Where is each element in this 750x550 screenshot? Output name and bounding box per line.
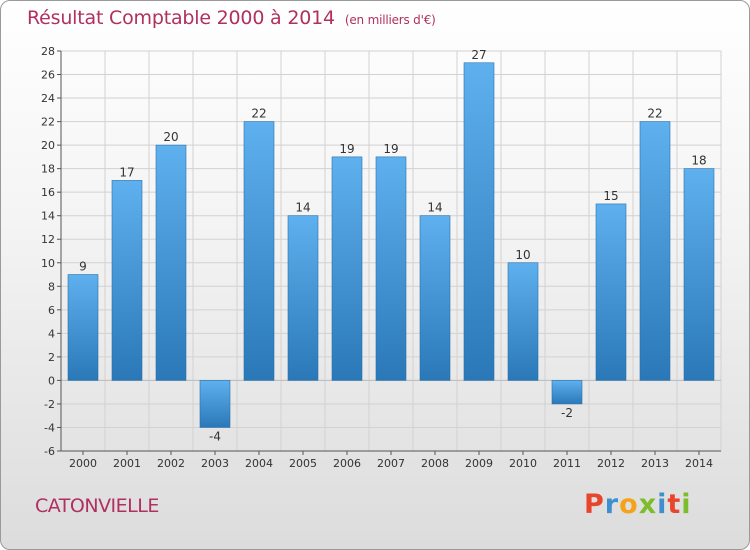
brand-letter: r <box>604 489 620 520</box>
x-tick-label: 2004 <box>245 457 273 470</box>
x-tick-label: 2007 <box>377 457 405 470</box>
x-tick-label: 2002 <box>157 457 185 470</box>
data-label: 22 <box>647 107 662 121</box>
y-tick-label: 26 <box>41 69 55 82</box>
data-label: 15 <box>603 189 618 203</box>
bar <box>287 215 319 381</box>
y-tick-label: 10 <box>41 257 55 270</box>
bar <box>67 274 99 381</box>
bar <box>199 380 231 428</box>
brand-letter: i <box>681 489 692 520</box>
bar <box>595 203 627 381</box>
data-label: 14 <box>427 201 442 215</box>
y-tick-label: -6 <box>44 445 55 458</box>
data-label: -4 <box>209 429 221 443</box>
x-tick-label: 2006 <box>333 457 361 470</box>
chart-title-text: Résultat Comptable 2000 à 2014 <box>27 7 335 29</box>
y-tick-label: 8 <box>48 280 55 293</box>
brand-letter: x <box>638 489 658 520</box>
brand-logo: Proxiti <box>584 489 692 520</box>
x-tick-label: 2014 <box>685 457 713 470</box>
x-tick-label: 2009 <box>465 457 493 470</box>
data-label: 22 <box>251 107 266 121</box>
x-tick-label: 2013 <box>641 457 669 470</box>
bar <box>639 121 671 381</box>
y-tick-label: 4 <box>48 327 55 340</box>
y-tick-label: 18 <box>41 163 55 176</box>
bar <box>243 121 275 381</box>
bar <box>419 215 451 381</box>
chart-subtitle: (en milliers d'€) <box>344 13 436 27</box>
brand-letter: i <box>657 489 668 520</box>
x-tick-label: 2005 <box>289 457 317 470</box>
brand-letter: P <box>584 489 605 520</box>
brand-letter: o <box>619 489 639 520</box>
data-label: 14 <box>295 201 310 215</box>
x-tick-label: 2003 <box>201 457 229 470</box>
data-label: 19 <box>339 142 354 156</box>
y-tick-label: 22 <box>41 116 55 129</box>
x-tick-label: 2010 <box>509 457 537 470</box>
y-tick-label: 2 <box>48 351 55 364</box>
bar <box>551 380 583 405</box>
y-tick-label: 24 <box>41 92 55 105</box>
y-tick-label: -2 <box>44 398 55 411</box>
data-label: 20 <box>163 130 178 144</box>
bar <box>375 156 407 381</box>
bar <box>331 156 363 381</box>
data-label: 18 <box>691 154 706 168</box>
data-label: 9 <box>79 260 87 274</box>
bar <box>155 144 187 381</box>
commune-name: CATONVIELLE <box>35 495 159 517</box>
bar <box>111 180 143 381</box>
bars <box>67 62 715 428</box>
x-tick-label: 2001 <box>113 457 141 470</box>
data-labels: 9 17 20 -4 22 14 19 19 14 27 10 -2 15 22 18 <box>79 48 706 444</box>
x-tick-label: 2000 <box>69 457 97 470</box>
y-tick-label: 12 <box>41 233 55 246</box>
x-tick-label: 2012 <box>597 457 625 470</box>
data-label: 10 <box>515 248 530 262</box>
y-tick-label: 0 <box>48 374 55 387</box>
data-label: 27 <box>471 48 486 62</box>
data-label: 17 <box>119 165 134 179</box>
y-tick-label: 28 <box>41 45 55 58</box>
bar <box>683 168 715 381</box>
y-tick-label: 14 <box>41 210 55 223</box>
data-label: 19 <box>383 142 398 156</box>
y-tick-label: 20 <box>41 139 55 152</box>
x-tick-label: 2011 <box>553 457 581 470</box>
chart-title: Résultat Comptable 2000 à 2014 (en millie… <box>27 7 436 29</box>
y-tick-label: 6 <box>48 304 55 317</box>
brand-letter: t <box>667 489 682 520</box>
bar <box>507 262 539 381</box>
data-label: -2 <box>561 406 573 420</box>
y-tick-label: -4 <box>44 421 55 434</box>
x-tick-label: 2008 <box>421 457 449 470</box>
y-tick-label: 16 <box>41 186 55 199</box>
bar <box>463 62 495 381</box>
